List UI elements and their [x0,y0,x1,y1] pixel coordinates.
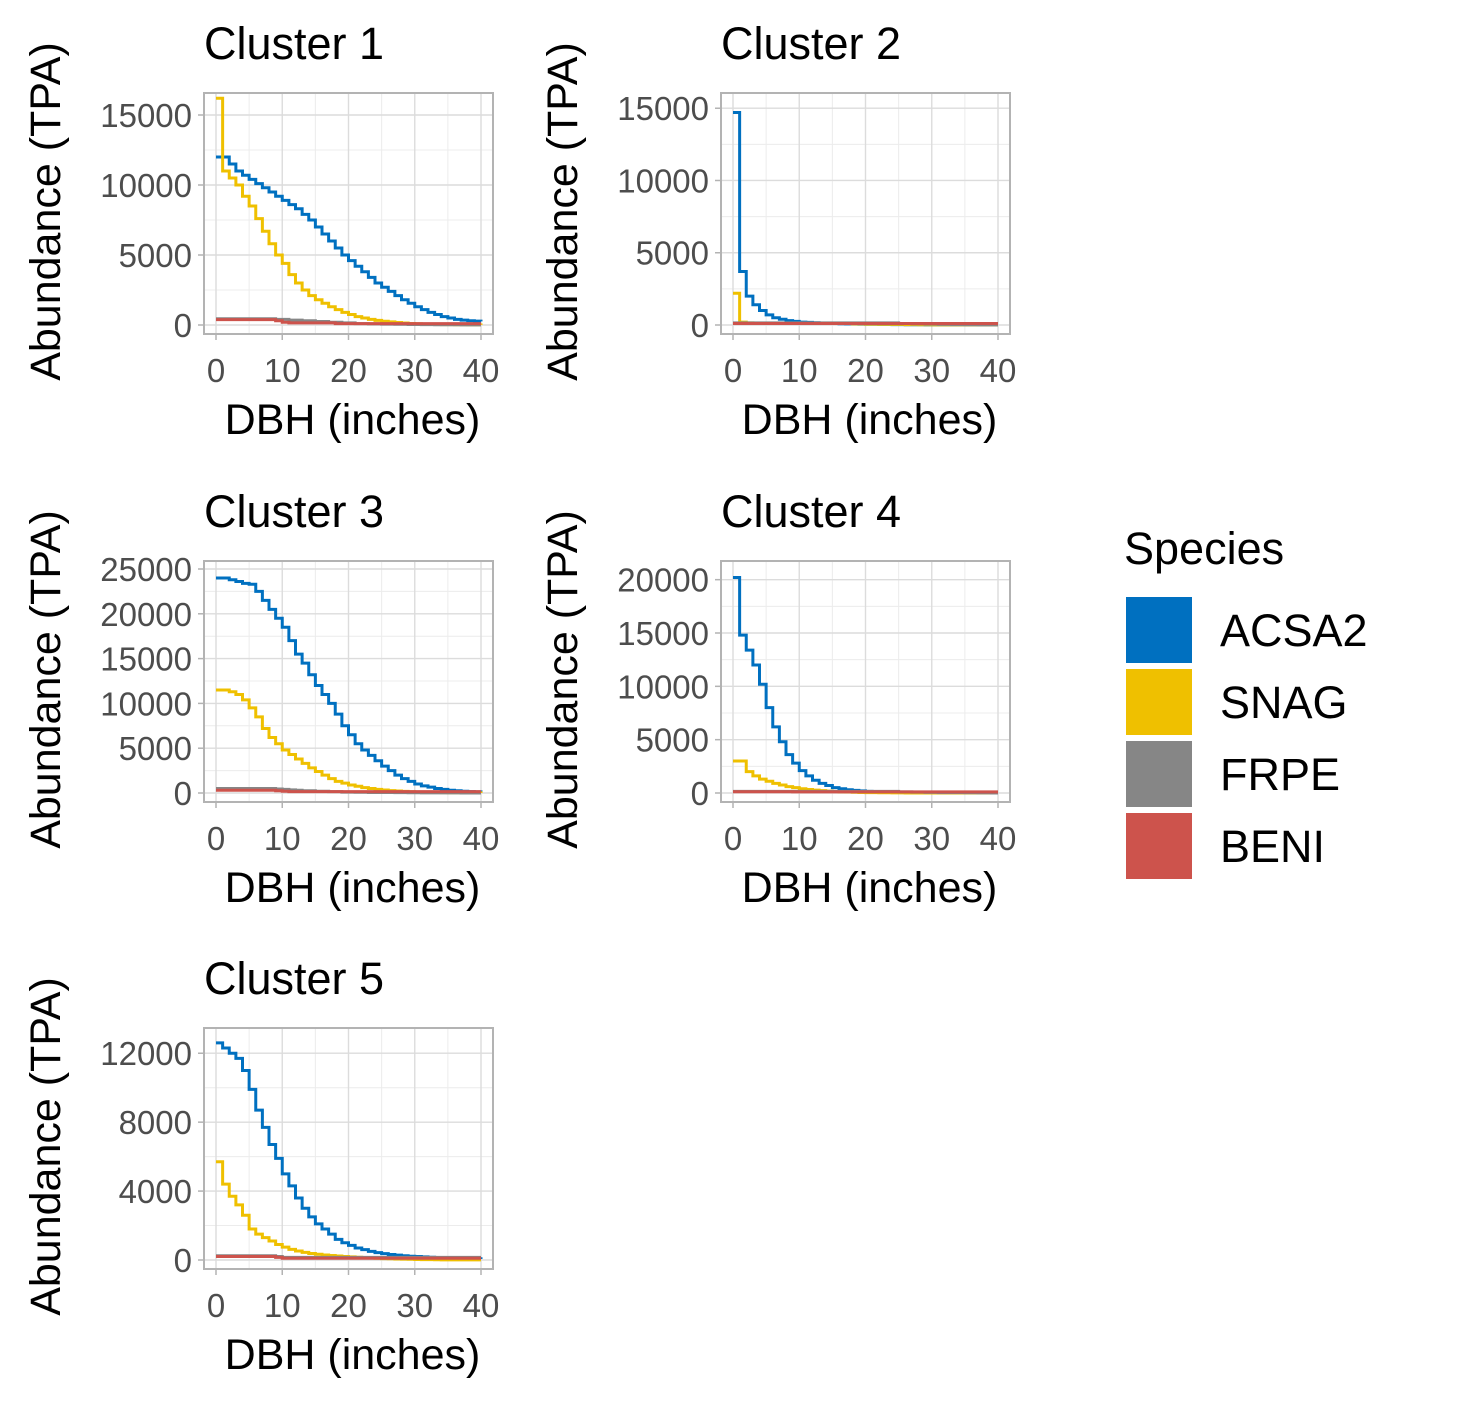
y-tick-label: 5000 [636,235,709,272]
chart-title: Cluster 3 [204,486,384,537]
legend-key-acsa2 [1126,597,1192,663]
x-tick-label: 0 [724,352,742,389]
legend-key-frpe [1126,741,1192,807]
y-axis-label: Abundance (TPA) [539,42,587,381]
x-tick-label: 40 [463,1287,500,1324]
x-tick-label: 0 [724,820,742,857]
x-axis-label: DBH (inches) [225,864,481,912]
y-axis-label: Abundance (TPA) [22,977,70,1316]
y-tick-label: 4000 [119,1173,192,1210]
x-tick-label: 30 [913,820,950,857]
x-tick-label: 20 [330,352,367,389]
y-tick-label: 15000 [617,615,709,652]
y-tick-label: 25000 [100,551,192,588]
x-tick-label: 10 [264,820,301,857]
legend-key-beni [1126,813,1192,879]
chart-cluster-3: 0 10 20 30 40 0 5000 10000 15000 20000 25000 Cluste… [22,486,499,912]
x-axis-label: DBH (inches) [225,396,481,444]
series-line-acsa2 [216,576,483,794]
chart-title: Cluster 4 [721,486,901,537]
x-axis-label: DBH (inches) [742,864,998,912]
x-tick-label: 30 [396,352,433,389]
y-axis-label: Abundance (TPA) [22,510,70,849]
y-tick-label: 15000 [100,641,192,678]
legend-key-snag [1126,669,1192,735]
chart-title: Cluster 2 [721,18,901,69]
y-tick-label: 20000 [100,596,192,633]
y-tick-label: 5000 [119,730,192,767]
x-tick-label: 0 [207,352,225,389]
legend-label: BENI [1220,821,1325,872]
y-tick-label: 0 [691,307,709,344]
x-tick-label: 30 [396,1287,433,1324]
y-tick-label: 10000 [617,162,709,199]
y-tick-label: 10000 [100,685,192,722]
x-tick-label: 20 [330,1287,367,1324]
legend: Species ACSA2 SNAG FRPE BENI [1124,523,1368,879]
x-tick-label: 0 [207,1287,225,1324]
x-tick-label: 20 [847,352,884,389]
legend-title: Species [1124,523,1284,574]
y-tick-label: 5000 [636,722,709,759]
chart-cluster-1: 0 10 20 30 40 0 5000 10000 15000 Cluster 1 DBH (in… [22,18,499,444]
x-tick-label: 40 [980,820,1017,857]
series-line-beni [216,1255,481,1260]
legend-label: FRPE [1220,749,1340,800]
chart-title: Cluster 1 [204,18,384,69]
y-tick-label: 12000 [100,1035,192,1072]
x-tick-label: 10 [781,820,818,857]
y-tick-label: 8000 [119,1104,192,1141]
chart-cluster-2: 0 10 20 30 40 0 5000 10000 15000 Cluster 2 DBH (in… [539,18,1016,444]
y-tick-label: 0 [174,775,192,812]
chart-cluster-4: 0 10 20 30 40 0 5000 10000 15000 20000 Cluster 4 DB… [539,486,1016,912]
y-tick-label: 5000 [119,237,192,274]
chart-title: Cluster 5 [204,953,384,1004]
y-tick-label: 0 [691,775,709,812]
x-tick-label: 20 [330,820,367,857]
series-line-beni [216,318,481,326]
legend-label: SNAG [1220,677,1348,728]
y-tick-label: 10000 [100,167,192,204]
y-tick-label: 0 [174,1242,192,1279]
x-tick-label: 40 [463,352,500,389]
x-tick-label: 40 [463,820,500,857]
x-axis-label: DBH (inches) [742,396,998,444]
x-tick-label: 20 [847,820,884,857]
x-tick-label: 30 [913,352,950,389]
x-tick-label: 10 [264,352,301,389]
x-axis-label: DBH (inches) [225,1331,481,1379]
y-tick-label: 0 [174,307,192,344]
x-tick-label: 40 [980,352,1017,389]
chart-cluster-5: 0 10 20 30 40 0 4000 8000 12000 Cluster 5 DBH (inc… [22,953,499,1379]
y-tick-label: 20000 [617,562,709,599]
y-axis-label: Abundance (TPA) [22,42,70,381]
x-tick-label: 10 [264,1287,301,1324]
x-tick-label: 0 [207,820,225,857]
x-tick-label: 30 [396,820,433,857]
y-tick-label: 15000 [617,90,709,127]
y-tick-label: 15000 [100,97,192,134]
series-line-acsa2 [216,155,483,323]
legend-label: ACSA2 [1220,605,1368,656]
series-line-beni [216,788,481,794]
y-tick-label: 10000 [617,668,709,705]
y-axis-label: Abundance (TPA) [539,510,587,849]
x-tick-label: 10 [781,352,818,389]
